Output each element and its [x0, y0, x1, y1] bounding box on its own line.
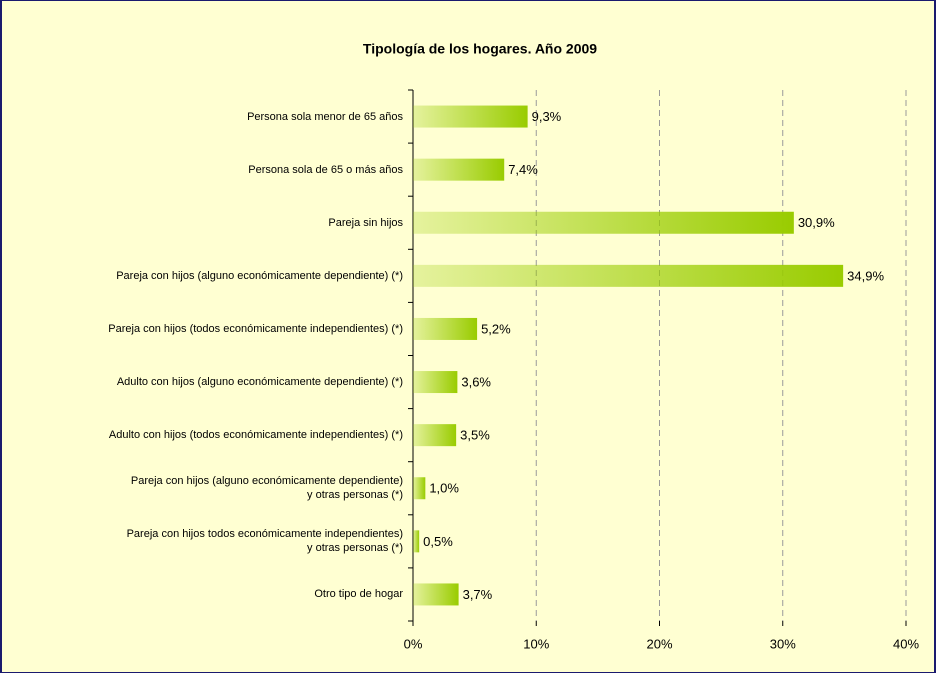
bar	[413, 211, 794, 234]
x-tick-label: 10%	[523, 636, 549, 651]
value-label: 34,9%	[847, 268, 884, 283]
y-tick-label: Pareja con hijos (todos económicamente i…	[108, 322, 403, 335]
bar	[413, 264, 844, 287]
x-tick-label: 20%	[646, 636, 672, 651]
value-label: 3,7%	[463, 587, 493, 602]
bar	[413, 477, 426, 500]
bar	[413, 105, 528, 128]
bar	[413, 158, 505, 181]
x-tick-label: 0%	[404, 636, 423, 651]
bar	[413, 424, 457, 447]
value-label: 0,5%	[423, 534, 453, 549]
bar	[413, 317, 478, 340]
y-tick-label: Pareja sin hijos	[328, 216, 403, 229]
y-tick-label: Otro tipo de hogar	[314, 588, 403, 601]
chart-title: Tipología de los hogares. Año 2009	[363, 41, 597, 57]
y-tick-label: Adulto con hijos (alguno económicamente …	[116, 376, 403, 389]
value-label: 30,9%	[798, 215, 835, 230]
y-tick-label: Adulto con hijos (todos económicamente i…	[108, 429, 403, 442]
value-label: 1,0%	[429, 481, 459, 496]
value-label: 3,6%	[461, 374, 491, 389]
bar	[413, 583, 459, 606]
y-tick-label: Pareja con hijos (alguno económicamente …	[130, 475, 403, 502]
value-label: 7,4%	[508, 162, 538, 177]
y-tick-label: Persona sola menor de 65 años	[247, 110, 403, 123]
value-label: 5,2%	[481, 321, 511, 336]
value-label: 3,5%	[460, 428, 490, 443]
x-tick-label: 40%	[893, 636, 919, 651]
value-label: 9,3%	[532, 109, 562, 124]
bar	[413, 530, 420, 553]
x-tick-label: 30%	[770, 636, 796, 651]
bar	[413, 371, 458, 394]
y-tick-label: Pareja con hijos (alguno económicamente …	[116, 269, 403, 282]
y-tick-label: Persona sola de 65 o más años	[248, 163, 403, 176]
y-tick-label: Pareja con hijos todos económicamente in…	[126, 528, 403, 555]
